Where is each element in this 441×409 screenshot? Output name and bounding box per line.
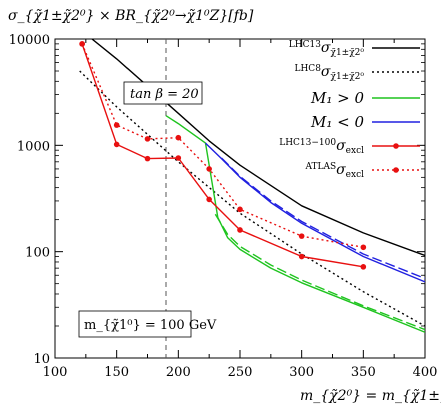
series-point: [360, 264, 367, 270]
x-tick-label: 300: [289, 365, 314, 380]
x-tick-label: 350: [351, 365, 376, 380]
series-point: [206, 196, 212, 203]
series-line-6: [81, 43, 364, 268]
legend-label: M₁ < 0: [310, 113, 364, 131]
legend-label: LHC13−100σexcl: [279, 138, 364, 156]
x-tick-label: 250: [228, 365, 253, 380]
legend-label: M₁ > 0: [310, 89, 364, 107]
axis-ticks: [54, 38, 426, 359]
series-line-3: [214, 213, 425, 331]
y-axis-title: σ_{χ̃1±χ̃2⁰} × BR_{χ̃2⁰→χ̃1⁰Z}[fb]: [8, 8, 254, 24]
series-point: [237, 206, 243, 213]
x-tick-labels: 100 150 200 250 300 350 400: [43, 365, 438, 380]
legend-label: ATLASσexcl: [304, 162, 364, 180]
series-point: [175, 155, 182, 161]
series-point: [175, 134, 182, 141]
series-point: [237, 227, 243, 233]
legend: LHC13σχ̃1±χ̃2⁰ LHC8σχ̃1±χ̃2⁰ M₁ > 0 M₁ < 0 L…: [279, 40, 420, 180]
series-line-5: [221, 157, 425, 280]
y-tick-label: 100: [25, 246, 50, 261]
y-tick-label: 10000: [9, 33, 50, 48]
legend-marker: [393, 167, 399, 173]
x-tick-label: 100: [43, 365, 68, 380]
y-tick-label: 10: [33, 352, 50, 367]
x-tick-label: 400: [413, 365, 438, 380]
series-point: [113, 122, 120, 128]
tan-beta-annotation: tan β = 20: [123, 81, 203, 105]
series-line-0: [91, 39, 425, 257]
legend-label: LHC13σχ̃1±χ̃2⁰: [289, 40, 365, 58]
series-point: [360, 244, 367, 251]
x-axis-title: m_{χ̃2⁰} = m_{χ̃1±}[GeV]: [300, 388, 441, 404]
series-point: [298, 233, 305, 239]
y-tick-label: 1000: [17, 139, 50, 154]
y-tick-labels: 10 100 1000 10000: [9, 33, 50, 367]
legend-marker: [393, 143, 399, 149]
series-line-1: [79, 70, 425, 327]
tan-beta-text: tan β = 20: [130, 87, 199, 102]
x-tick-label: 200: [166, 365, 191, 380]
legend-label: LHC8σχ̃1±χ̃2⁰: [294, 64, 364, 82]
mass-annotation-text: m_{χ̃1⁰} = 100 GeV: [84, 318, 217, 333]
series-point: [144, 136, 151, 142]
series-line-2: [165, 115, 425, 333]
series-point: [79, 41, 85, 47]
series-point: [298, 253, 305, 260]
series-point: [206, 166, 212, 172]
mass-annotation: m_{χ̃1⁰} = 100 GeV: [78, 310, 217, 338]
x-tick-label: 150: [104, 365, 129, 380]
series-group: [79, 39, 425, 333]
series-point: [113, 141, 120, 148]
series-point: [144, 155, 151, 162]
